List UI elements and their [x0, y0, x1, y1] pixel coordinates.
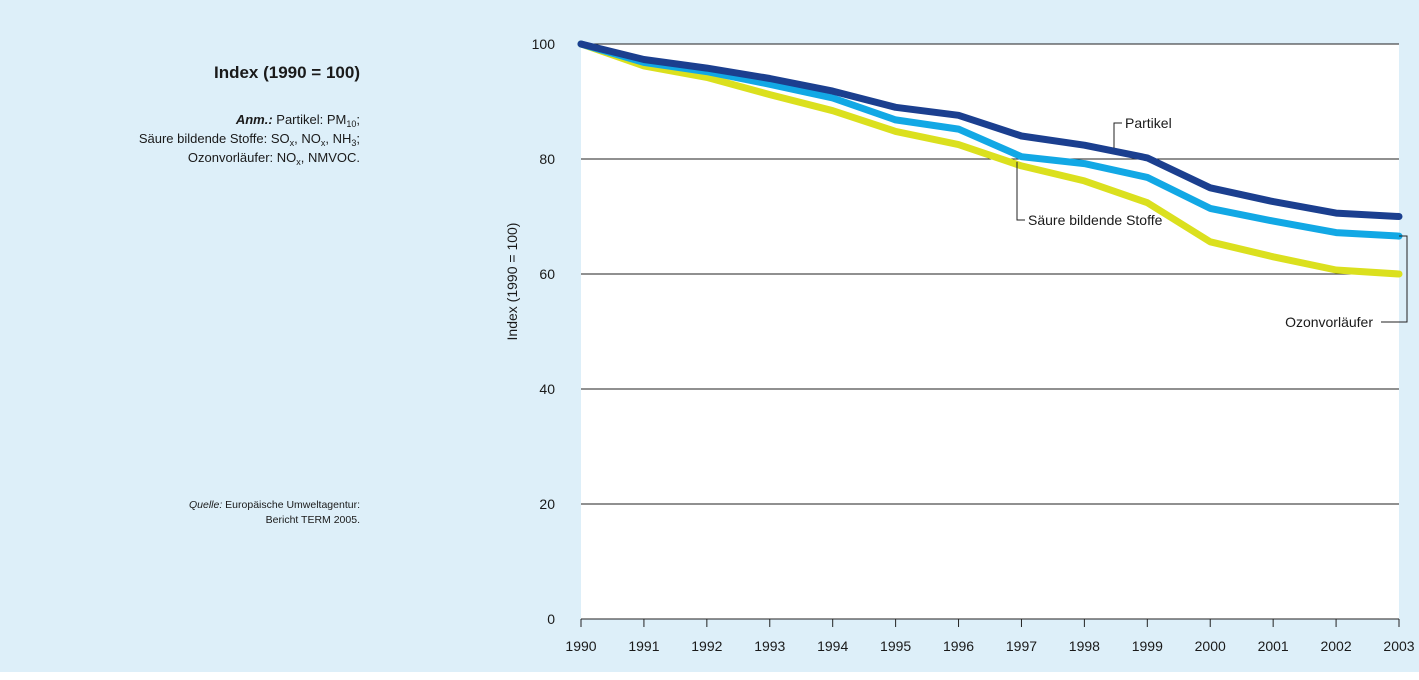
annotation-leader-2 [1016, 161, 1025, 221]
y-tick-label: 60 [539, 266, 555, 282]
x-tick-label: 1998 [1069, 638, 1100, 654]
source-line-2: Bericht TERM 2005. [265, 514, 360, 526]
note-text: Ozonvorläufer: NO [187, 150, 297, 165]
x-tick-label: 1993 [754, 638, 785, 654]
source-label: Quelle: [188, 499, 223, 511]
x-tick-label: 1990 [565, 638, 596, 654]
note-sub: x [296, 157, 301, 167]
note-sub: 3 [351, 138, 357, 148]
note-text: , NMVOC. [300, 150, 360, 165]
x-tick-label: 1996 [943, 638, 974, 654]
source-block: Quelle: Europäische Umweltagentur: Beric… [189, 498, 360, 528]
y-tick-label: 80 [539, 151, 555, 167]
note-block: Anm.: Partikel: PM10; Säure bildende Sto… [139, 110, 360, 167]
note-text: Partikel: PM [276, 112, 347, 127]
source-text: Europäische Umweltagentur: [225, 499, 360, 511]
annotation-leader-1 [1113, 122, 1122, 148]
note-line-2: Säure bildende Stoffe: SOx, NOx, NH3; [139, 129, 360, 148]
series-line-3 [577, 40, 1403, 278]
x-tick-label: 2000 [1195, 638, 1226, 654]
annotation-label-2: Säure bildende Stoffe [1028, 212, 1163, 228]
y-tick-label: 0 [547, 611, 555, 627]
annotation-leader-3 [1381, 235, 1408, 323]
sidebar-title: Index (1990 = 100) [213, 63, 360, 82]
note-text: , NH [325, 131, 352, 146]
plot-area [581, 44, 1399, 619]
y-tick-label: 100 [532, 36, 556, 52]
annotation-label-3: Ozonvorläufer [1285, 314, 1373, 330]
note-text: ; [356, 112, 360, 127]
note-text: Säure bildende Stoffe: SO [138, 131, 290, 146]
note-line-3: Ozonvorläufer: NOx, NMVOC. [139, 148, 360, 167]
x-tick-label: 2002 [1320, 638, 1351, 654]
x-tick-label: 1994 [817, 638, 848, 654]
series-line-1 [577, 40, 1403, 220]
note-text: ; [356, 131, 360, 146]
source-line-1: Quelle: Europäische Umweltagentur: [189, 498, 360, 513]
x-tick-label: 1992 [691, 638, 722, 654]
y-tick-label: 20 [539, 496, 555, 512]
note-line-1: Anm.: Partikel: PM10; [139, 110, 360, 129]
x-tick-label: 1999 [1132, 638, 1163, 654]
x-tick-label: 2003 [1383, 638, 1414, 654]
x-tick-label: 1997 [1006, 638, 1037, 654]
note-prefix: Anm.: [235, 112, 273, 127]
series-line-2 [577, 40, 1403, 240]
y-tick-label: 40 [539, 381, 555, 397]
note-sub: x [289, 138, 295, 148]
note-text: , NO [294, 131, 321, 146]
note-sub: x [320, 138, 326, 148]
annotation-label-1: Partikel [1125, 115, 1172, 131]
x-tick-label: 1995 [880, 638, 911, 654]
x-tick-label: 1991 [628, 638, 659, 654]
x-tick-label: 2001 [1258, 638, 1289, 654]
y-axis-label: Index (1990 = 100) [504, 223, 520, 341]
note-sub: 10 [346, 119, 357, 129]
